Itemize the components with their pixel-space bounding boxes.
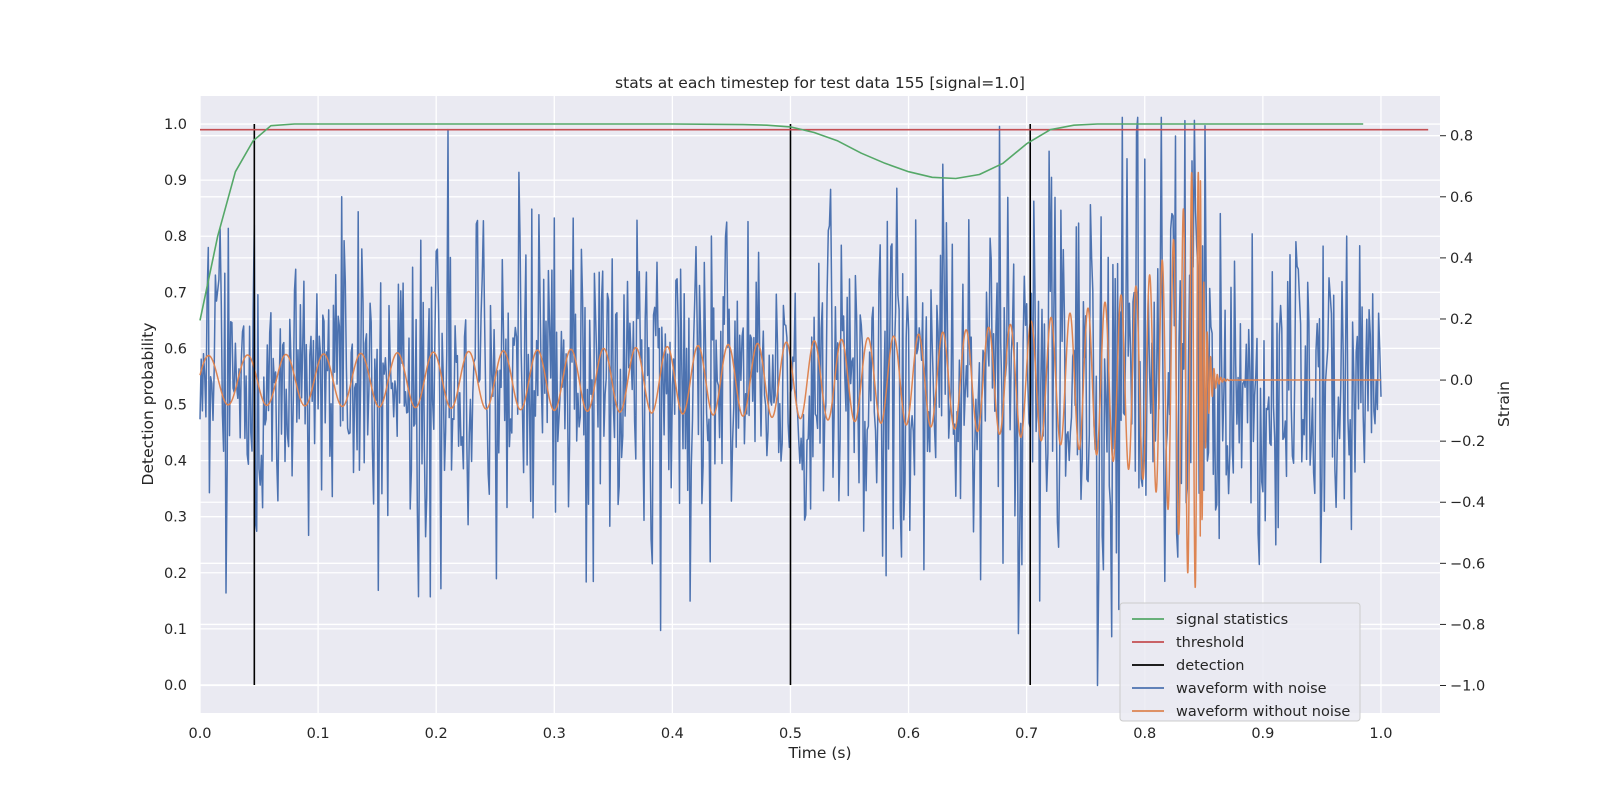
y2-tick-label: 0.8 [1450,129,1473,145]
y-tick-label: 0.0 [164,678,187,694]
x-tick-label: 0.5 [779,726,802,742]
y-tick-label: 0.3 [164,510,187,526]
y-tick-label: 0.4 [164,454,187,470]
x-tick-label: 0.2 [425,726,448,742]
y-tick-label: 0.1 [164,622,187,638]
x-tick-label: 1.0 [1369,726,1392,742]
x-tick-label: 0.8 [1133,726,1156,742]
y2-tick-label: 0.0 [1450,373,1473,389]
x-tick-label: 0.9 [1251,726,1274,742]
y-axis-title: Detection probability [139,323,157,486]
series-line-signal-statistics [199,123,1364,321]
x-tick-label: 0.1 [307,726,330,742]
y-tick-label: 0.9 [164,173,187,189]
y2-tick-label: −0.4 [1450,495,1485,511]
y2-tick-label: 0.4 [1450,251,1473,267]
x-axis-title: Time (s) [787,744,851,762]
series-layer [199,116,1429,687]
y2-tick-label: 0.6 [1450,190,1473,206]
x-tick-label: 0.3 [543,726,566,742]
y-tick-label: 0.5 [164,398,187,414]
x-tick-label: 0.0 [188,726,211,742]
x-tick-labels: 0.0 0.1 0.2 0.3 0.4 0.5 0.6 0.7 0.8 0.9 1.0 [188,726,1392,742]
legend: signal statistics threshold detection wavef… [1119,602,1361,722]
y2-axis-title: Strain [1495,381,1513,427]
y-tick-label: 0.8 [164,229,187,245]
legend-label: signal statistics [1176,612,1288,628]
y2-tick-label: 0.2 [1450,312,1473,328]
y2-tick-label: −0.2 [1450,434,1485,450]
x-tick-label: 0.6 [897,726,920,742]
chart-title: stats at each timestep for test data 155… [615,74,1025,92]
legend-label: detection [1176,658,1244,674]
y2-tick-labels: −1.0 −0.8 −0.6 −0.4 −0.2 0.0 0.2 0.4 0.6 0.8 [1440,129,1485,695]
y2-tick-label: −0.6 [1450,556,1485,572]
y-tick-label: 0.7 [164,285,187,301]
legend-label: waveform with noise [1176,681,1327,697]
x-tick-label: 0.4 [661,726,684,742]
legend-label: waveform without noise [1176,704,1350,720]
y-tick-label: 0.2 [164,566,187,582]
y-tick-label: 0.6 [164,341,187,357]
y-tick-labels: 0.0 0.1 0.2 0.3 0.4 0.5 0.6 0.7 0.8 0.9 1.0 [164,117,187,694]
y-tick-label: 1.0 [164,117,187,133]
legend-label: threshold [1176,635,1244,651]
y2-tick-label: −0.8 [1450,617,1485,633]
legend-box [1119,602,1361,722]
y2-tick-label: −1.0 [1450,679,1485,695]
x-tick-label: 0.7 [1015,726,1038,742]
